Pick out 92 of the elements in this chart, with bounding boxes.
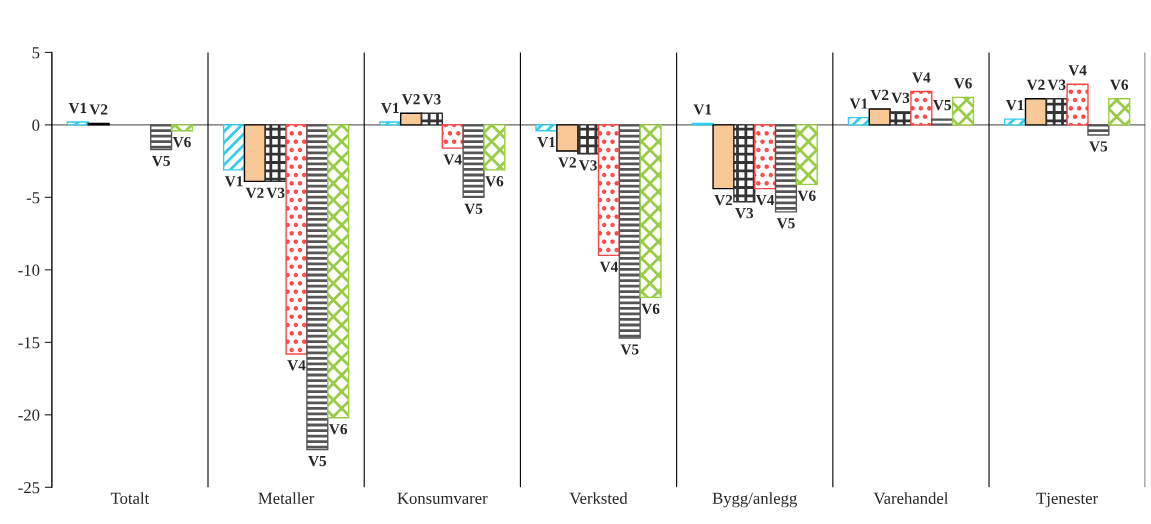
bar <box>754 124 777 190</box>
bar <box>327 124 350 419</box>
text: V3 <box>1047 79 1066 90</box>
series-label: V2 <box>245 187 264 199</box>
y-tick-label: -15 <box>18 337 40 349</box>
bar <box>1108 98 1131 126</box>
text: V6 <box>641 303 660 315</box>
y-tick-label: 5 <box>32 47 40 59</box>
text: V4 <box>287 360 306 371</box>
bar <box>150 124 173 151</box>
text: V2 <box>714 194 733 206</box>
bar <box>66 121 89 126</box>
series-label: V5 <box>308 456 327 467</box>
text: V6 <box>1110 79 1129 90</box>
bar <box>170 124 194 132</box>
text: V1 <box>1005 99 1024 111</box>
bar <box>712 124 735 190</box>
bar <box>910 90 933 126</box>
text: V5 <box>776 218 795 229</box>
bar <box>618 124 641 339</box>
bar <box>795 124 818 186</box>
bar <box>1003 118 1027 126</box>
bar <box>1066 83 1089 126</box>
text: V1 <box>537 137 555 148</box>
text: V6 <box>485 176 504 187</box>
bar <box>306 124 329 451</box>
bar <box>483 124 506 171</box>
x-tick-label: Konsumvarer <box>397 492 488 504</box>
y-tick-label: -20 <box>18 409 40 421</box>
bar <box>441 124 464 149</box>
text: V4 <box>1068 65 1087 76</box>
text: V5 <box>933 100 951 111</box>
y-tick-label: -10 <box>18 264 40 276</box>
bar <box>1045 98 1068 126</box>
series-label: V3 <box>266 187 285 199</box>
bar <box>379 121 402 126</box>
bar <box>243 124 266 183</box>
text: V4 <box>912 72 931 83</box>
bar <box>733 124 756 203</box>
bar <box>931 118 954 126</box>
bar <box>556 124 579 152</box>
text: V2 <box>1026 79 1045 90</box>
bar <box>420 112 444 126</box>
text: V5 <box>1089 141 1108 152</box>
bar <box>889 111 912 126</box>
bar <box>868 108 891 126</box>
series-label: V6 <box>172 136 191 148</box>
text: V6 <box>329 424 348 435</box>
text: V3 <box>422 94 441 105</box>
series-label: V1 <box>224 176 243 187</box>
x-tick-label: Varehandel <box>873 492 949 504</box>
text: V2 <box>558 157 576 168</box>
x-tick-label: Tjenester <box>1036 492 1098 508</box>
x-tick-label: Bygg/anlegg <box>712 492 797 508</box>
text: V3 <box>578 160 597 171</box>
text: V4 <box>443 154 462 165</box>
bar <box>639 124 662 299</box>
text: V1 <box>849 98 868 109</box>
bar <box>264 124 287 183</box>
series-label: V4 <box>599 261 618 272</box>
text: V3 <box>891 92 910 104</box>
y-tick-label: -25 <box>18 482 40 494</box>
bar <box>1024 98 1048 126</box>
bar <box>1087 124 1110 136</box>
text: V1 <box>693 104 712 115</box>
text: V6 <box>953 78 972 89</box>
bar <box>462 124 485 199</box>
bar <box>774 124 798 213</box>
y-tick-label: -5 <box>26 192 40 204</box>
text: V2 <box>870 89 889 101</box>
text: V1 <box>381 102 399 114</box>
text: V5 <box>151 155 170 167</box>
bar <box>535 124 558 132</box>
bar <box>847 116 870 126</box>
text: V1 <box>68 102 87 114</box>
x-tick-label: Totalt <box>110 492 150 504</box>
y-tick-label: 0 <box>32 119 40 131</box>
text: V4 <box>755 195 775 206</box>
x-tick-label: Metaller <box>258 492 315 504</box>
bar <box>597 124 621 257</box>
text: V5 <box>464 203 483 215</box>
text: V2 <box>89 104 108 115</box>
bar <box>399 112 423 126</box>
text: V5 <box>620 344 639 355</box>
bar <box>222 124 246 171</box>
x-tick-label: Verksted <box>569 492 628 504</box>
bar <box>576 124 600 155</box>
text: V6 <box>797 190 816 201</box>
text: V2 <box>401 94 420 105</box>
bar <box>951 96 975 126</box>
text: V3 <box>735 208 754 219</box>
bar <box>285 124 308 355</box>
